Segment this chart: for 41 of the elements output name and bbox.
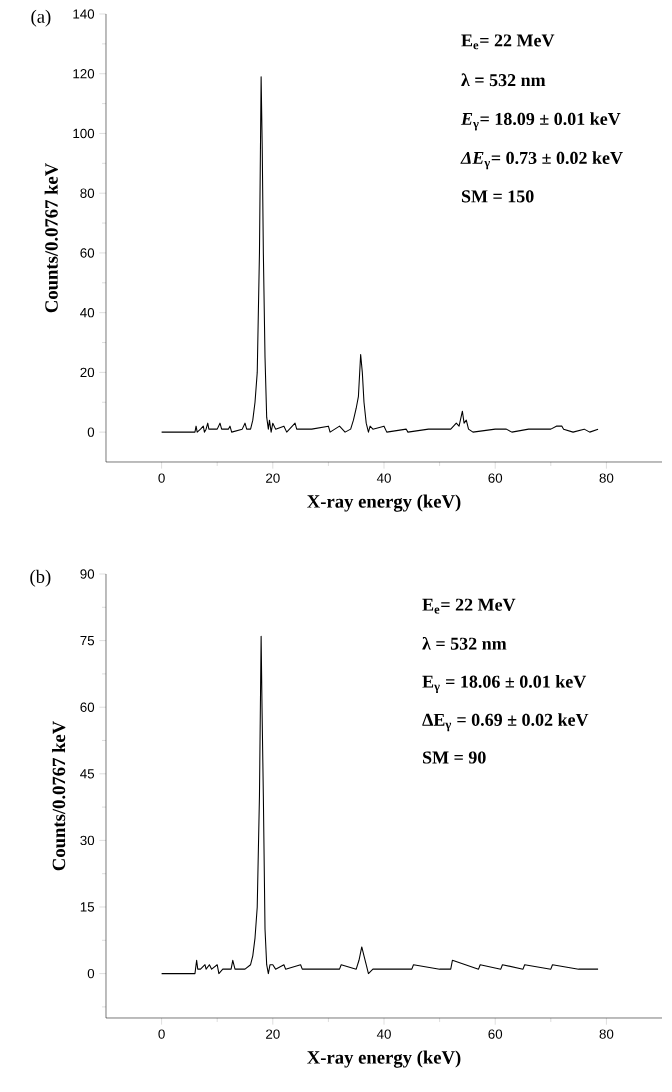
annotation: E$_{γ}$= 18.09 ± 0.01 keV: [460, 112, 621, 131]
chart-title: (a): [31, 9, 51, 27]
x-tick-label: 0: [158, 473, 165, 483]
y-axis-title: Counts/0.0767 keV: [52, 721, 66, 871]
x-axis-title: X-ray energy (keV): [307, 494, 461, 512]
x-tick-label: 80: [599, 473, 614, 483]
y-tick-label: 45: [80, 769, 95, 779]
y-tick-label: 0: [87, 968, 95, 979]
y-tick-label: 60: [80, 702, 95, 712]
x-tick-label: 60: [488, 473, 503, 483]
y-axis-title: Counts/0.0767 keV: [44, 163, 58, 313]
x-tick-label: 20: [266, 1029, 280, 1039]
x-axis-title: X-ray energy (keV): [307, 1050, 461, 1068]
annotation: ΔE$_{γ}$ = 0.69 ± 0.02 keV: [422, 713, 589, 732]
y-tick-label: 30: [80, 835, 95, 846]
annotation: λ = 532 nm: [461, 73, 546, 87]
y-tick-label: 140: [73, 9, 95, 19]
y-tick-label: 15: [80, 902, 95, 912]
annotation: E$_{γ}$ = 18.06 ± 0.01 keV: [422, 675, 587, 694]
annotation: λ = 532 nm: [422, 636, 507, 650]
y-tick-label: 40: [80, 307, 95, 318]
annotation: SM = 150: [461, 190, 534, 203]
y-tick-label: 90: [80, 569, 95, 579]
annotation: E$_{e}$= 22 MeV: [461, 34, 555, 50]
annotation: E$_{e}$= 22 MeV: [422, 598, 516, 614]
y-tick-label: 80: [80, 188, 95, 198]
x-tick-label: 40: [376, 1029, 391, 1039]
x-tick-label: 80: [599, 1029, 614, 1039]
x-tick-label: 40: [376, 473, 391, 483]
x-tick-label: 60: [488, 1029, 503, 1039]
y-tick-label: 100: [73, 128, 95, 139]
annotation: SM = 90: [423, 751, 486, 764]
x-tick-label: 0: [158, 1029, 165, 1039]
y-tick-label: 120: [73, 69, 95, 79]
y-tick-label: 20: [80, 367, 95, 378]
y-tick-label: 75: [80, 635, 95, 646]
annotation: ΔE$_{γ}$= 0.73 ± 0.02 keV: [460, 151, 623, 170]
y-tick-label: 0: [87, 427, 95, 437]
x-tick-label: 20: [266, 473, 280, 483]
chart-title: (b): [30, 569, 51, 587]
y-tick-label: 60: [80, 248, 95, 258]
